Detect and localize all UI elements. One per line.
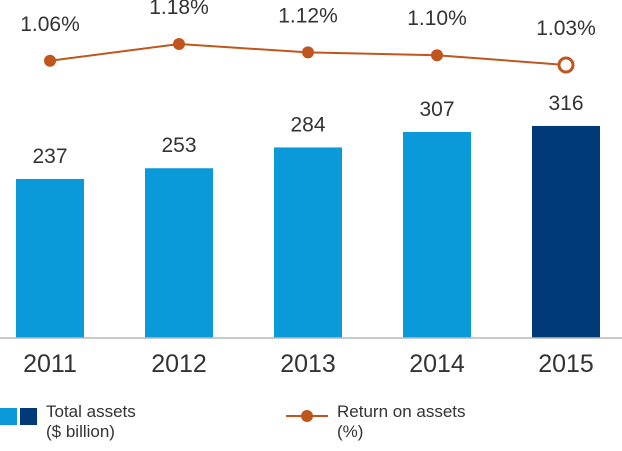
x-tick-2012: 2012 [151, 350, 207, 378]
return-point-2015 [557, 56, 575, 74]
bar-value-label-2013: 284 [290, 113, 325, 136]
labels-group: 237 2011 1.06% 253 2012 1.18% 284 2013 1.12% 307 2… [20, 0, 596, 378]
legend-return-on-assets: Return on assets (%) [337, 402, 466, 442]
bar-value-label-2015: 316 [548, 92, 583, 115]
bar-2014 [403, 132, 471, 338]
legend-total-assets-line2: ($ billion) [46, 422, 115, 441]
return-line-group [44, 38, 575, 74]
bars-group [16, 125, 600, 339]
return-value-label-2014: 1.10% [407, 7, 467, 30]
return-point-2013 [302, 46, 314, 59]
legend-swatch-light [0, 408, 17, 425]
legend-return-marker [286, 410, 328, 422]
bar-2015 [532, 125, 600, 339]
bar-value-label-2012: 253 [161, 134, 196, 157]
bar-2012 [145, 168, 213, 338]
x-tick-2013: 2013 [280, 350, 336, 378]
legend-swatch-dark [20, 408, 37, 425]
bar-2013 [274, 147, 342, 338]
bar-2011 [16, 178, 84, 338]
bar-value-label-2014: 307 [419, 98, 454, 121]
return-value-label-2012: 1.18% [149, 0, 209, 19]
return-value-label-2011: 1.06% [20, 13, 80, 36]
legend-total-assets-line1: Total assets [46, 402, 136, 421]
x-tick-2011: 2011 [23, 350, 77, 378]
return-value-label-2015: 1.03% [536, 17, 596, 40]
legend-return-line1: Return on assets [337, 402, 466, 421]
return-point-2011 [44, 54, 56, 67]
x-tick-2014: 2014 [409, 350, 465, 378]
return-value-label-2013: 1.12% [278, 4, 338, 27]
bar-value-label-2011: 237 [32, 145, 67, 168]
return-point-2012 [173, 38, 185, 50]
return-point-2014 [431, 49, 443, 62]
legend-return-line2: (%) [337, 422, 364, 441]
legend-total-assets: Total assets ($ billion) [46, 402, 136, 442]
x-tick-2015: 2015 [538, 350, 594, 378]
